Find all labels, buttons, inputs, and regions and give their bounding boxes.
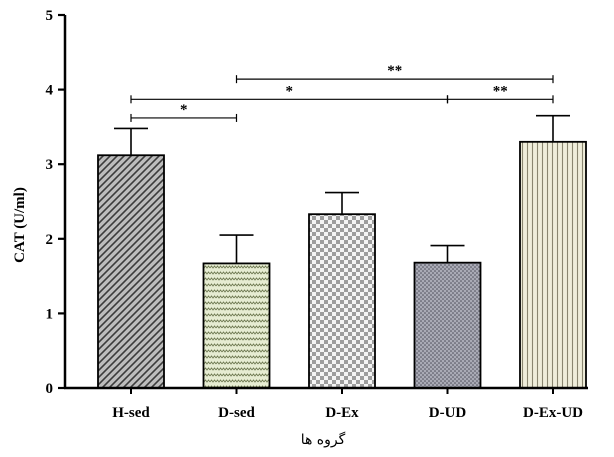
y-axis-title: CAT (U/ml) [12,187,28,263]
bar-d-ex [308,213,376,389]
significance-label: * [286,83,294,99]
significance-label: ** [387,63,402,79]
significance-label: ** [493,83,508,99]
y-tick-label: 3 [46,157,54,173]
error-bars-layer [114,114,570,264]
y-tick-label: 4 [46,83,54,99]
x-axis-title: گروه ها [301,431,346,448]
significance-label: * [180,102,188,118]
bars-layer [97,140,587,389]
x-tick-label: D-Ex [325,405,359,421]
bar-d-sed [202,262,271,389]
x-tick-label: D-sed [218,405,255,421]
bar-d-ud [413,261,482,389]
x-tick-label: D-Ex-UD [523,405,583,421]
y-tick-label: 1 [46,306,54,322]
y-tick-label: 2 [46,232,54,248]
x-tick-label: H-sed [112,405,150,421]
bar-h-sed [97,154,165,389]
y-tick-label: 0 [46,381,54,397]
axes [63,15,588,390]
y-tick-label: 5 [46,8,54,24]
x-tick-label: D-UD [429,405,467,421]
x-tick-labels: H-sed D-sed D-Ex D-UD D-Ex-UD [112,388,583,421]
y-ticks: 0 1 2 3 4 5 [46,8,65,397]
bar-d-ex-ud [519,140,587,389]
significance-brackets-layer: ** **** [130,63,554,122]
